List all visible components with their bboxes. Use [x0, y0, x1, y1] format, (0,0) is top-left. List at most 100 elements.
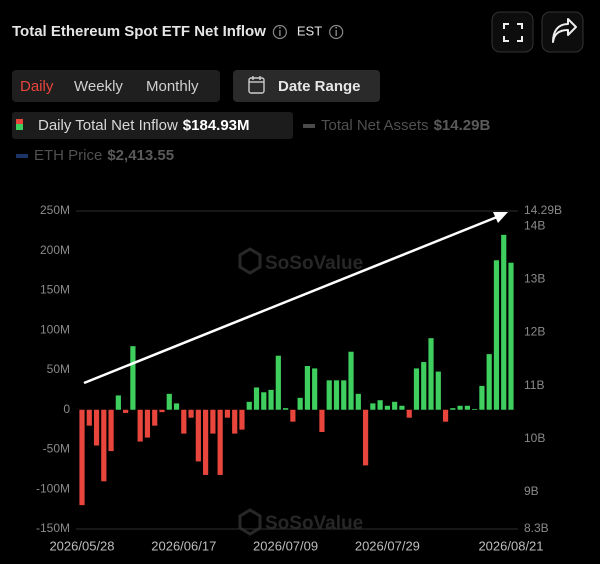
y-tick-label: 50M — [47, 362, 70, 376]
x-tick-label: 2026/07/09 — [253, 538, 318, 553]
watermark: SoSoValue — [238, 247, 363, 275]
bar — [413, 368, 420, 410]
watermark-text: SoSoValue — [265, 513, 363, 534]
bar — [123, 409, 129, 413]
bar — [86, 409, 92, 426]
legend-swatch — [16, 119, 23, 130]
bar — [137, 409, 143, 442]
y2-tick-label: 9B — [524, 484, 539, 498]
tab[interactable]: Monthly — [146, 78, 199, 95]
bar — [472, 408, 478, 410]
bar — [246, 401, 252, 410]
y-tick-label: 150M — [40, 283, 70, 297]
bar — [333, 380, 340, 410]
y-tick-label: 250M — [40, 203, 70, 217]
y-tick-label: 200M — [40, 243, 70, 257]
legend-swatch — [16, 154, 28, 158]
y2-tick-label: 8.3B — [524, 521, 549, 535]
y2-tick-label: 14.29B — [524, 203, 562, 217]
chart-title: Total Ethereum Spot ETF Net Inflow — [12, 23, 266, 40]
bar — [319, 409, 325, 433]
bar — [173, 403, 180, 410]
bar — [115, 395, 121, 410]
bar — [210, 409, 216, 434]
bar — [239, 409, 245, 430]
bar — [282, 408, 289, 410]
date-range-button[interactable]: Date Range — [233, 70, 380, 102]
bar — [362, 409, 369, 466]
bar — [166, 393, 172, 410]
bar — [348, 351, 354, 410]
bar — [428, 338, 434, 410]
bar — [181, 409, 187, 434]
info-icon[interactable] — [272, 24, 287, 40]
bar — [253, 387, 260, 410]
bar — [261, 392, 267, 410]
bar — [479, 385, 485, 410]
timezone[interactable]: EST — [297, 23, 322, 38]
bar — [275, 355, 281, 410]
y-tick-label: 0 — [63, 402, 70, 416]
tab[interactable]: Weekly — [74, 78, 123, 95]
bar — [421, 362, 427, 410]
tab-bar — [12, 70, 220, 102]
legend-value: $14.29B — [434, 117, 491, 134]
legend-active-bg — [12, 112, 293, 139]
tab[interactable]: Daily — [20, 78, 54, 95]
legend-label[interactable]: ETH Price — [34, 147, 102, 164]
x-tick-label: 2026/05/28 — [49, 538, 114, 553]
bar — [486, 354, 492, 410]
bar — [152, 409, 158, 426]
y-tick-label: -150M — [36, 521, 70, 535]
bar — [195, 409, 201, 462]
legend-label[interactable]: Daily Total Net Inflow — [38, 117, 178, 134]
bar — [297, 397, 303, 410]
bar — [370, 403, 376, 410]
date-range-label: Date Range — [278, 78, 361, 95]
bar — [217, 409, 223, 475]
bar — [457, 405, 463, 410]
bar — [493, 260, 500, 410]
legend-value: $184.93M — [183, 117, 250, 134]
bar — [464, 405, 470, 410]
y-tick-label: -100M — [36, 481, 70, 495]
bar — [203, 409, 209, 475]
bar — [232, 409, 238, 434]
watermark-text: SoSoValue — [265, 253, 363, 274]
y2-tick-label: 13B — [524, 272, 545, 286]
y2-tick-label: 12B — [524, 325, 545, 339]
bar — [355, 393, 361, 410]
bar — [188, 409, 194, 418]
bar — [130, 346, 136, 410]
bar — [384, 405, 390, 410]
bar — [108, 409, 114, 452]
bar — [377, 400, 383, 410]
legend-value: $2,413.55 — [107, 147, 174, 164]
bar — [268, 389, 274, 410]
trend-arrow — [83, 212, 508, 385]
x-tick-label: 2026/08/21 — [478, 538, 543, 553]
x-tick-label: 2026/06/17 — [151, 538, 216, 553]
bar — [93, 409, 100, 446]
bar — [79, 409, 85, 506]
bar — [501, 234, 507, 410]
bar — [435, 371, 441, 410]
legend-swatch — [303, 124, 315, 128]
bar — [290, 409, 296, 422]
bar — [312, 368, 318, 410]
legend-label[interactable]: Total Net Assets — [321, 117, 429, 134]
bar — [442, 409, 449, 422]
y2-tick-label: 14B — [524, 219, 545, 233]
bar — [392, 401, 398, 410]
bar — [224, 409, 231, 418]
y2-tick-label: 10B — [524, 431, 545, 445]
bar — [144, 409, 151, 438]
info-icon[interactable] — [329, 24, 344, 40]
bar — [326, 380, 332, 410]
fullscreen-button[interactable] — [491, 11, 534, 53]
y2-tick-label: 11B — [524, 378, 544, 392]
share-button[interactable] — [541, 11, 584, 53]
bar — [508, 262, 514, 410]
bar — [450, 408, 456, 410]
